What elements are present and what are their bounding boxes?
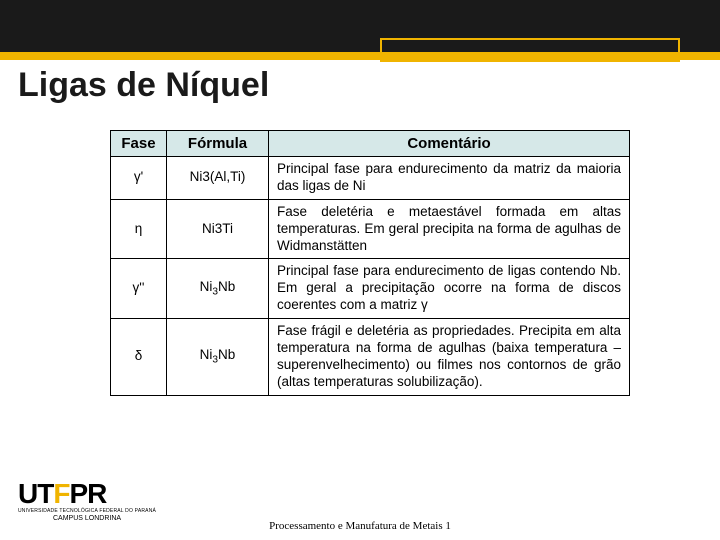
table-row: δ Ni3Nb Fase frágil e deletéria as propr…	[111, 319, 630, 396]
cell-formula: Ni3(Al,Ti)	[167, 157, 269, 200]
cell-fase: γ''	[111, 259, 167, 319]
col-fase: Fase	[111, 131, 167, 157]
cell-comentario: Principal fase para endurecimento de lig…	[269, 259, 630, 319]
table-body: γ' Ni3(Al,Ti) Principal fase para endure…	[111, 157, 630, 396]
cell-comentario: Principal fase para endurecimento da mat…	[269, 157, 630, 200]
phases-table-wrap: Fase Fórmula Comentário γ' Ni3(Al,Ti) Pr…	[110, 130, 630, 396]
table-row: η Ni3Ti Fase deletéria e metaestável for…	[111, 199, 630, 259]
logo-part: PR	[69, 478, 106, 509]
utfpr-logo: UTFPR UNIVERSIDADE TECNOLÓGICA FEDERAL D…	[18, 480, 156, 522]
table-row: γ' Ni3(Al,Ti) Principal fase para endure…	[111, 157, 630, 200]
phases-table: Fase Fórmula Comentário γ' Ni3(Al,Ti) Pr…	[110, 130, 630, 396]
cell-formula: Ni3Nb	[167, 319, 269, 396]
cell-comentario: Fase deletéria e metaestável formada em …	[269, 199, 630, 259]
logo-part-accent: F	[53, 478, 69, 509]
cell-formula: Ni3Ti	[167, 199, 269, 259]
logo-text: UTFPR	[18, 480, 156, 508]
col-comentario: Comentário	[269, 131, 630, 157]
cell-fase: δ	[111, 319, 167, 396]
cell-formula: Ni3Nb	[167, 259, 269, 319]
footer-text: Processamento e Manufatura de Metais 1	[0, 520, 720, 532]
accent-box	[380, 38, 680, 62]
table-header-row: Fase Fórmula Comentário	[111, 131, 630, 157]
table-row: γ'' Ni3Nb Principal fase para endurecime…	[111, 259, 630, 319]
cell-comentario: Fase frágil e deletéria as propriedades.…	[269, 319, 630, 396]
cell-fase: η	[111, 199, 167, 259]
cell-fase: γ'	[111, 157, 167, 200]
col-formula: Fórmula	[167, 131, 269, 157]
logo-part: UT	[18, 478, 53, 509]
logo-subtitle: UNIVERSIDADE TECNOLÓGICA FEDERAL DO PARA…	[18, 509, 156, 514]
